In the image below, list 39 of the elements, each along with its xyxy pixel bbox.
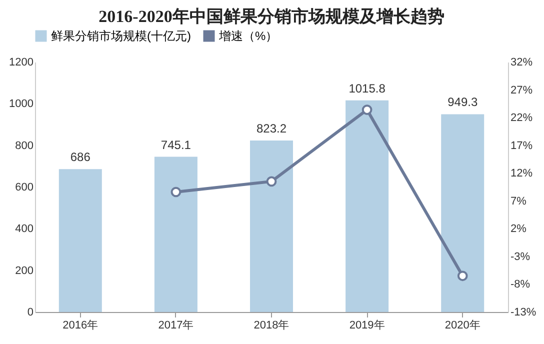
y-tick-label: 600 bbox=[15, 182, 34, 194]
y-tick-label: 1200 bbox=[9, 56, 34, 68]
data-label: 1015.8 bbox=[348, 81, 386, 96]
point bbox=[457, 270, 468, 282]
point bbox=[266, 176, 277, 187]
data-label: 823.2 bbox=[256, 122, 287, 136]
x-tick-label: 2016年 bbox=[62, 320, 98, 332]
x-tick-label: 2020年 bbox=[444, 320, 480, 332]
y2-tick-label: 2% bbox=[510, 223, 527, 236]
y2-tick-label: 12% bbox=[510, 168, 533, 180]
chart-title: 2016-2020年中国鲜果分销市场规模及增长趋势 bbox=[98, 7, 444, 26]
y2-tick-label: -3% bbox=[510, 250, 530, 263]
legend-label: 增速（%） bbox=[218, 29, 278, 43]
bar bbox=[250, 140, 293, 312]
point bbox=[170, 186, 182, 198]
y-tick-label: 400 bbox=[15, 223, 34, 236]
bar bbox=[441, 114, 484, 312]
bar bbox=[154, 156, 198, 312]
bar bbox=[58, 169, 102, 312]
data-label: 949.3 bbox=[448, 95, 478, 110]
y-tick-label: 200 bbox=[15, 264, 34, 277]
y2-tick-label: 32% bbox=[510, 56, 533, 68]
x-tick-label: 2019年 bbox=[349, 320, 385, 332]
y-tick-label: 0 bbox=[27, 306, 34, 318]
legend-label: 鲜果分销市场规模(十亿元) bbox=[51, 29, 191, 43]
data-label: 745.1 bbox=[160, 138, 192, 152]
point bbox=[362, 104, 372, 115]
y2-tick-label: 27% bbox=[510, 84, 533, 96]
data-label: 686 bbox=[70, 150, 91, 164]
y-tick-label: 800 bbox=[15, 140, 34, 152]
y-tick-label: 1000 bbox=[9, 98, 34, 110]
y2-tick-label: 17% bbox=[510, 140, 533, 152]
bar bbox=[346, 100, 389, 312]
x-tick-label: 2017年 bbox=[158, 320, 194, 332]
y2-tick-label: 7% bbox=[510, 195, 527, 208]
y2-tick-label: 22% bbox=[510, 112, 533, 124]
y2-tick-label: -8% bbox=[510, 278, 530, 291]
x-tick-label: 2018年 bbox=[254, 320, 290, 332]
y2-tick-label: -13% bbox=[510, 306, 536, 318]
